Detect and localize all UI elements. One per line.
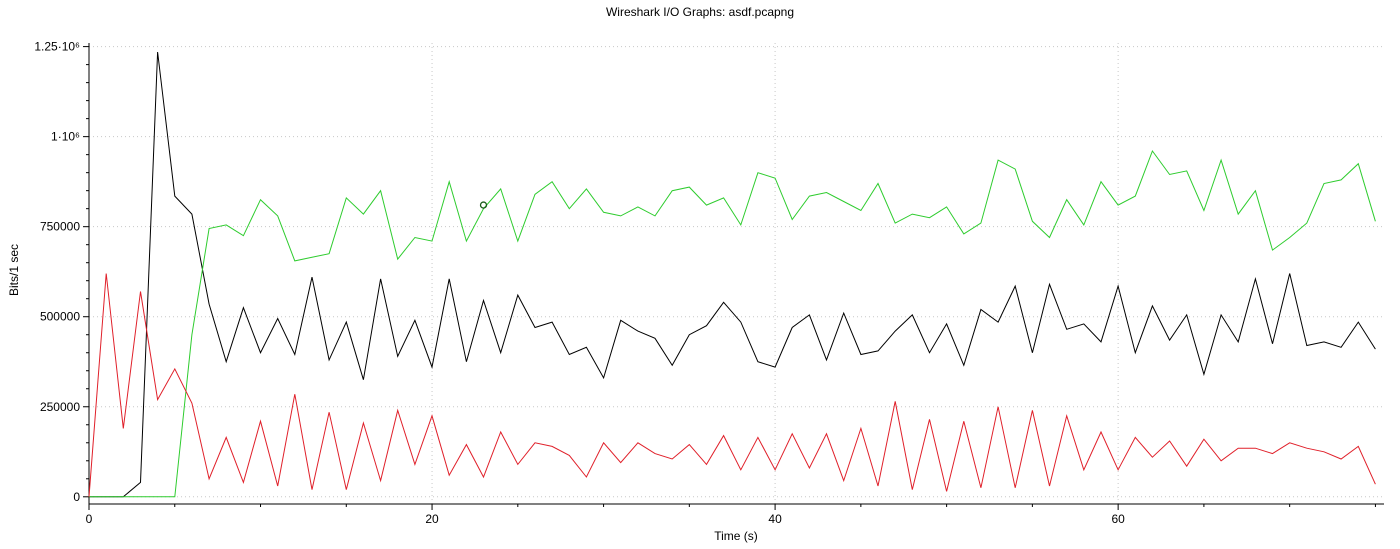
x-tick-label: 60 xyxy=(1111,512,1125,526)
y-tick-label: 750000 xyxy=(40,220,80,234)
y-axis-label: Bits/1 sec xyxy=(7,244,21,296)
axes: 0 20 40 60 0 250000 500000 750000 1·10⁶ 1.25·10⁶ xyxy=(34,40,1384,526)
chart-title: Wireshark I/O Graphs: asdf.pcapng xyxy=(606,5,794,19)
y-tick-label: 250000 xyxy=(40,400,80,414)
x-tick-label: 0 xyxy=(86,512,93,526)
y-tick-label: 0 xyxy=(73,490,80,504)
data-series xyxy=(88,51,1376,498)
x-tick-label: 20 xyxy=(425,512,439,526)
grid-lines xyxy=(88,43,1384,504)
series-line-2 xyxy=(89,149,1376,498)
y-tick-label: 1.25·10⁶ xyxy=(34,40,80,54)
y-tick-label: 500000 xyxy=(40,310,80,324)
series-line-3 xyxy=(88,273,1376,497)
x-tick-label: 40 xyxy=(768,512,782,526)
series-line-1 xyxy=(89,51,1376,498)
cursor-marker xyxy=(479,201,488,209)
selection-marker xyxy=(479,201,488,209)
y-tick-label: 1·10⁶ xyxy=(51,130,80,144)
x-axis-label: Time (s) xyxy=(714,529,758,543)
